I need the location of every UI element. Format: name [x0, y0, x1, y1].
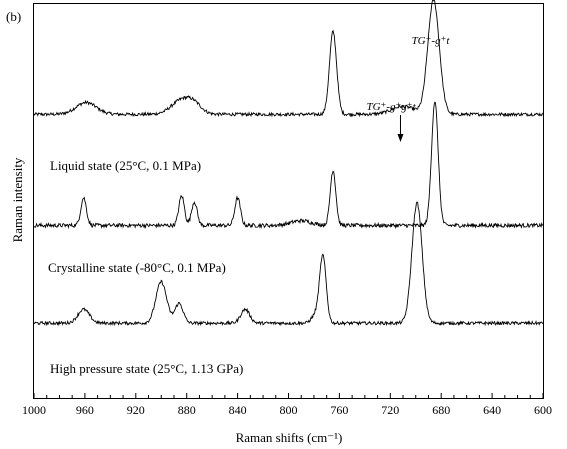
series-labels: Liquid state (25°C, 0.1 MPa) Crystalline …	[48, 158, 243, 376]
x-tick-label: 880	[178, 403, 196, 417]
y-axis-title: Raman intensity	[10, 157, 25, 242]
peak-annotation: TG⁺-g⁺t	[412, 35, 451, 47]
x-axis-title: Raman shifts (cm⁻¹)	[236, 430, 343, 445]
peak-annotations: TG⁺-g⁺t TG⁺-g⁺g⁺t	[366, 35, 450, 142]
x-axis-tick-labels: 1000 960 920 880 840 800 760 720 680 640 600	[22, 403, 552, 417]
x-tick-label: 760	[330, 403, 348, 417]
spectra-traces	[33, 0, 544, 327]
x-tick-label: 920	[127, 403, 145, 417]
spectrum-line	[33, 101, 544, 230]
spectrum-line	[33, 0, 544, 118]
plot-frame	[33, 3, 544, 399]
x-tick-label: 960	[76, 403, 94, 417]
x-tick-label: 800	[280, 403, 298, 417]
peak-annotation: TG⁺-g⁺g⁺t	[366, 101, 416, 113]
series-label: Crystalline state (-80°C, 0.1 MPa)	[48, 260, 226, 275]
x-axis-ticks	[33, 393, 544, 398]
x-tick-label: 840	[229, 403, 247, 417]
series-label: Liquid state (25°C, 0.1 MPa)	[50, 158, 201, 173]
arrow-head	[397, 134, 404, 142]
x-tick-label: 680	[432, 403, 450, 417]
x-tick-label: 640	[483, 403, 501, 417]
spectrum-line	[33, 201, 544, 327]
x-tick-label: 600	[534, 403, 552, 417]
series-label: High pressure state (25°C, 1.13 GPa)	[50, 361, 243, 376]
panel-label: (b)	[6, 9, 21, 24]
x-tick-label: 1000	[22, 403, 46, 417]
x-tick-label: 720	[381, 403, 399, 417]
